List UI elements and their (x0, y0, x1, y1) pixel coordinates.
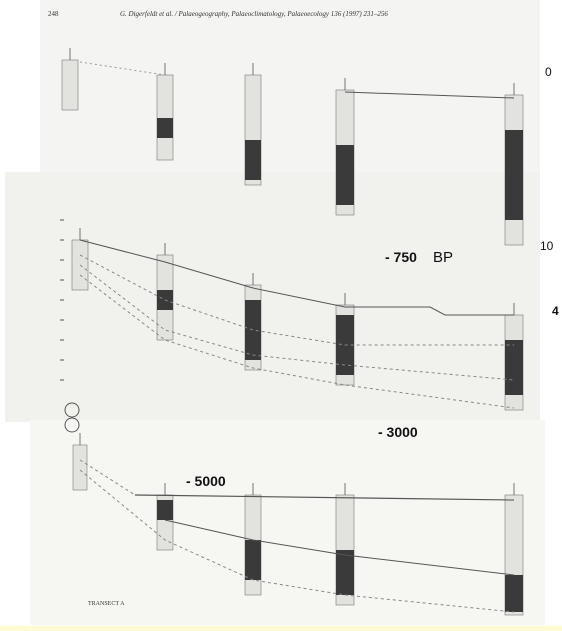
profile-dotted (79, 61, 166, 76)
page-number: 248 (48, 10, 59, 18)
core-dark (157, 500, 173, 520)
citation: G. Digerfeldt et al. / Palaeogeography, … (120, 10, 388, 18)
depth-label: 10 (540, 239, 554, 253)
core-dark (245, 140, 261, 180)
panel-top (40, 0, 540, 175)
profile-dotted (79, 264, 515, 381)
core-dark (505, 340, 523, 395)
core-column (156, 74, 174, 161)
depth-label: 0 (545, 65, 552, 79)
transect-label: TRANSECT A (88, 601, 125, 607)
core-dark (505, 130, 523, 220)
age-unit: BP (433, 249, 453, 266)
profile-dotted (79, 459, 136, 496)
panel-middle (5, 172, 540, 422)
profile-line (164, 519, 515, 576)
profile-dotted (79, 254, 514, 346)
core-dark (505, 575, 523, 612)
age-label: - 750 (385, 249, 417, 265)
profile-line (134, 494, 515, 501)
depth-label: 4 (552, 304, 559, 318)
core-dark (245, 300, 261, 360)
core-dark (157, 118, 173, 138)
age-label: - 5000 (186, 473, 226, 489)
core-column (61, 59, 79, 111)
age-label: - 3000 (378, 424, 418, 440)
core-dark (245, 540, 261, 580)
profile-dotted (79, 469, 515, 613)
tree-symbol (64, 402, 80, 418)
profile-dotted (79, 274, 515, 409)
bottom-strip (0, 626, 562, 631)
profile-line (79, 239, 514, 316)
panel-bottom (30, 420, 545, 625)
tree-symbol (64, 417, 80, 433)
profile-line (344, 91, 515, 99)
core-dark (336, 145, 354, 205)
core-dark (336, 550, 354, 595)
core-column (72, 444, 88, 491)
